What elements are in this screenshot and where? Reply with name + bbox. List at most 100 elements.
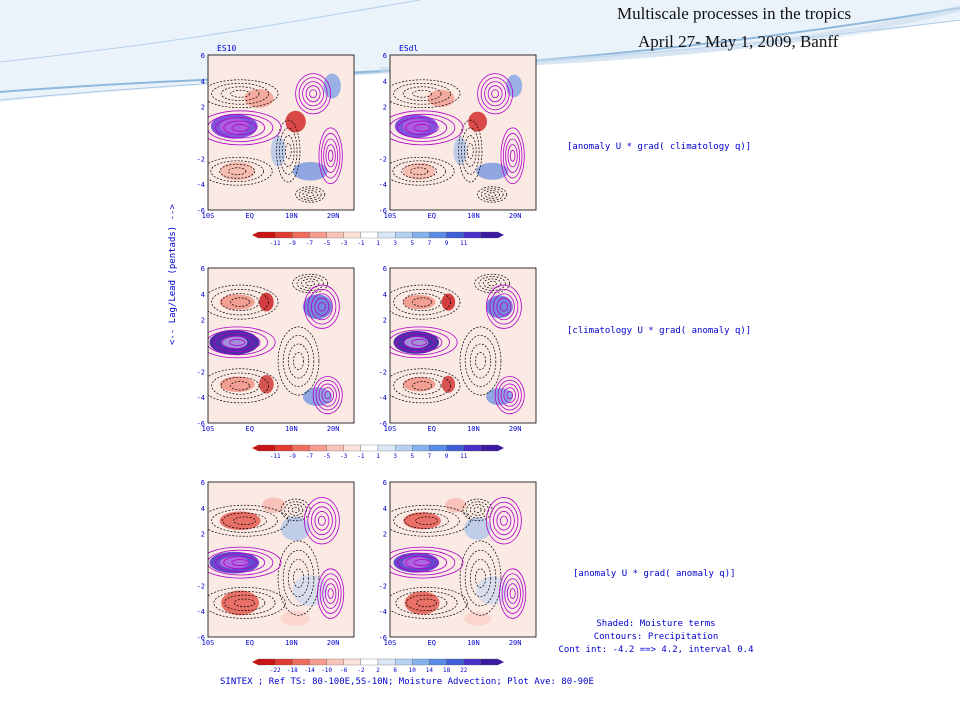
- y-tick-label: -4: [197, 181, 205, 189]
- contour-positive: [504, 578, 521, 609]
- contour-positive: [208, 329, 268, 356]
- colorbar-swatch: [326, 231, 344, 239]
- colorbar-swatch: [360, 444, 379, 452]
- shade-blob: [219, 161, 255, 181]
- y-tick-label: 6: [201, 265, 205, 273]
- colorbar-swatch: [480, 231, 499, 239]
- colorbar-tick-label: 10: [409, 667, 417, 674]
- panel-shading: [208, 268, 354, 423]
- contour-positive: [397, 117, 448, 139]
- contour-positive: [327, 588, 334, 599]
- contour-negative: [459, 540, 502, 616]
- y-tick-label: -2: [379, 582, 387, 590]
- colorbar-tick-label: 3: [393, 240, 397, 247]
- contour-positive: [325, 144, 336, 168]
- contour-negative: [484, 190, 500, 199]
- contour-positive: [317, 568, 345, 619]
- y-tick-label: 2: [201, 531, 205, 539]
- contour-negative: [210, 160, 264, 183]
- contour-negative: [208, 504, 289, 537]
- x-tick-label: 10S: [384, 212, 397, 220]
- colorbar-arrow-left: [252, 659, 258, 665]
- colorbar-swatch: [343, 231, 362, 239]
- shade-blob: [404, 591, 440, 615]
- colorbar-swatch: [309, 658, 327, 666]
- contour-negative: [220, 376, 260, 395]
- colorbar-tick-label: -6: [340, 667, 348, 674]
- x-tick-label: 10N: [285, 425, 298, 433]
- y-tick-label: 6: [201, 52, 205, 60]
- contour-negative: [277, 540, 320, 616]
- colorbar-arrow-right: [498, 659, 504, 665]
- colorbar-tick-label: 1: [376, 240, 380, 247]
- contour-positive: [318, 127, 343, 185]
- contour-negative: [402, 86, 442, 102]
- contour-positive: [208, 326, 276, 359]
- contour-positive: [499, 568, 527, 619]
- y-tick-label: -2: [197, 582, 205, 590]
- y-tick-label: 6: [201, 479, 205, 487]
- footer-caption: SINTEX ; Ref TS: 80-100E,5S-10N; Moistur…: [220, 677, 594, 687]
- panel-shading: [390, 482, 536, 637]
- panel-frame: [389, 481, 537, 638]
- colorbar-tick-label: 9: [445, 453, 449, 460]
- contour-negative: [220, 86, 260, 102]
- contour-negative: [412, 297, 432, 307]
- y-tick-label: -4: [379, 181, 387, 189]
- contour-positive: [317, 302, 326, 312]
- shade-blob: [221, 590, 260, 616]
- contour-negative: [293, 568, 304, 588]
- y-tick-label: -2: [197, 155, 205, 163]
- legend-line-interval: Cont int: -4.2 ==> 4.2, interval 0.4: [558, 645, 754, 655]
- contour-negative: [211, 508, 278, 533]
- panel-frame: [389, 267, 537, 424]
- y-tick-label: -6: [379, 207, 387, 215]
- colorbar-swatch: [309, 444, 327, 452]
- colorbar-swatch: [463, 231, 482, 239]
- slide-title-line2: April 27- May 1, 2009, Banff: [638, 32, 839, 51]
- shade-blob: [403, 294, 436, 310]
- colorbar-swatch: [429, 658, 447, 666]
- contour-negative: [415, 516, 438, 525]
- contour-positive: [501, 573, 524, 614]
- contour-positive: [215, 552, 266, 573]
- shade-blob: [402, 556, 430, 569]
- contour-negative: [487, 280, 497, 287]
- colorbar-swatch: [343, 444, 362, 452]
- contour-positive: [509, 588, 516, 599]
- colorbar-swatch: [292, 444, 310, 452]
- shade-blob: [219, 376, 255, 392]
- colorbar-swatch: [394, 444, 413, 452]
- contour-positive: [305, 85, 321, 103]
- colorbar-3: -22 -18 -14 -10 -6 -2 2 6 10 14 18 22: [252, 658, 504, 674]
- shade-blob: [259, 292, 274, 312]
- x-tick-label: 10N: [467, 639, 480, 647]
- contour-negative: [393, 82, 451, 105]
- contour-positive: [484, 81, 507, 107]
- contour-positive: [303, 284, 340, 329]
- colorbar-swatch: [446, 231, 464, 239]
- y-tick-label: 2: [201, 104, 205, 112]
- shade-blob: [427, 89, 455, 107]
- column-label-es10: ES10: [217, 44, 237, 53]
- contour-positive: [506, 390, 514, 400]
- shade-blob: [259, 374, 274, 394]
- y-tick-label: 2: [201, 317, 205, 325]
- shade-blob: [221, 336, 248, 349]
- colorbar-tick-label: 7: [428, 453, 432, 460]
- colorbar-tick-label: 11: [460, 240, 468, 247]
- x-tick-label: EQ: [427, 212, 435, 220]
- contour-positive: [503, 387, 516, 403]
- contour-negative: [402, 293, 442, 311]
- colorbar-swatch: [480, 658, 499, 666]
- contour-negative: [230, 297, 250, 307]
- contour-negative: [211, 82, 269, 105]
- contour-positive: [411, 338, 428, 346]
- contour-negative: [211, 288, 269, 316]
- y-tick-label: 6: [383, 265, 387, 273]
- colorbar-tick-label: -11: [270, 240, 281, 247]
- colorbar-tick-label: 5: [410, 240, 414, 247]
